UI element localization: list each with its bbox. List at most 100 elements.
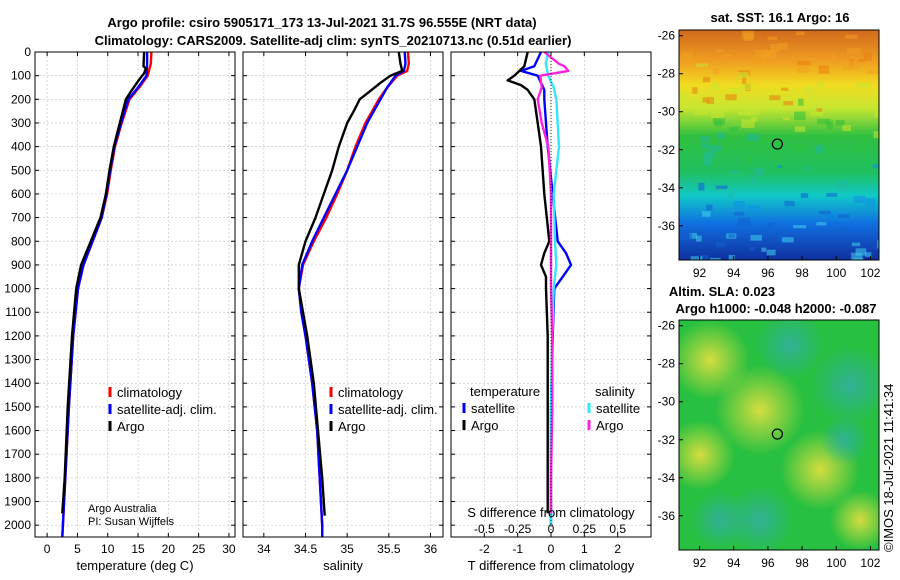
x-tick-label: 1	[581, 542, 588, 556]
map-x-tick-label: 98	[795, 556, 809, 570]
x-tick-label: 35.5	[377, 542, 401, 556]
y-tick-label: 500	[11, 163, 31, 177]
sst-texture-cell	[854, 146, 865, 152]
x-tick-label: 0	[548, 542, 555, 556]
sst-texture-cell	[830, 53, 836, 60]
y-tick-label: 1600	[4, 424, 31, 438]
sst-texture-cell	[689, 232, 698, 239]
imos-watermark: ©IMOS 18-Jul-2021 11:41:34	[881, 384, 896, 552]
x-tick-label: 36	[424, 542, 438, 556]
x-tick-label: -2	[479, 542, 490, 556]
sst-texture-cell	[873, 131, 879, 139]
sla-map: Altim. SLA: 0.023 Argo h1000: -0.048 h20…	[658, 284, 881, 570]
s-tick-label: 0	[548, 522, 555, 536]
legend-label: climatology	[338, 385, 404, 400]
legend-label: satellite-adj. clim.	[338, 402, 438, 417]
map-x-tick-label: 98	[795, 266, 809, 280]
map-y-tick-label: -26	[658, 29, 676, 43]
y-tick-label: 800	[11, 234, 31, 248]
sst-texture-cell	[767, 36, 778, 40]
sst-texture-cell	[746, 133, 760, 142]
sst-texture-cell	[803, 67, 809, 74]
sst-texture-cell	[765, 50, 777, 60]
series-t-argo	[506, 51, 551, 514]
sst-map: sat. SST: 16.1 Argo: 16 92 94 96 98 100 102 -2…	[658, 10, 881, 280]
sst-texture-cell	[805, 85, 814, 94]
s-tick-label: -0.5	[474, 522, 495, 536]
sst-texture-cell	[743, 157, 752, 162]
y-tick-label: 2000	[4, 518, 31, 532]
sst-texture-cell	[710, 84, 721, 90]
sst-texture-cell	[826, 120, 834, 130]
x-tick-label: 35	[340, 542, 354, 556]
sst-texture-cell	[754, 168, 764, 177]
sst-texture-cell	[784, 200, 795, 207]
legend-label: satellite-adj. clim.	[117, 402, 217, 417]
credit-line2: PI: Susan Wijffels	[88, 516, 174, 528]
y-tick-label: 1300	[4, 353, 31, 367]
y-tick-label: 0	[24, 45, 31, 59]
sst-texture-cell	[766, 249, 776, 256]
sst-texture-cell	[698, 255, 709, 260]
y-tick-label: 1400	[4, 376, 31, 390]
sst-texture-cell	[737, 72, 749, 79]
sst-texture-cell	[740, 83, 754, 91]
sst-texture-cell	[853, 195, 866, 204]
sst-texture-cell	[691, 101, 702, 107]
figure-title-line1: Argo profile: csiro 5905171_173 13-Jul-2…	[107, 15, 536, 30]
map-y-tick-label: -28	[658, 357, 676, 371]
sst-texture-cell	[696, 235, 702, 242]
sst-texture-cell	[863, 52, 872, 61]
sla-map-texture	[679, 320, 879, 550]
legend-salinity-title: salinity	[595, 384, 635, 399]
sst-texture-cell	[771, 154, 778, 161]
y-tick-label: 200	[11, 92, 31, 106]
sla-texture-blob	[830, 490, 879, 550]
map-x-tick-label: 102	[860, 266, 880, 280]
map-y-tick-label: -36	[658, 219, 676, 233]
sst-texture-cell	[723, 54, 732, 58]
s-tick-label: -0.25	[504, 522, 532, 536]
sla-map-axes: 92 94 96 98 100 102 -26 -28 -30 -32 -34 -36	[658, 319, 881, 570]
sst-texture-cell	[865, 198, 876, 208]
sst-texture-cell	[681, 51, 694, 60]
sst-texture-cell	[690, 256, 703, 260]
sst-texture-cell	[716, 132, 726, 139]
sst-texture-cell	[747, 109, 760, 116]
sst-texture-cell	[679, 231, 693, 241]
x-tick-label: 30	[222, 542, 236, 556]
series-climatology	[297, 51, 410, 537]
x-axis-label: salinity	[323, 558, 363, 573]
x-axis-label: T difference from climatology	[468, 558, 635, 573]
sst-texture-cell	[750, 177, 756, 186]
y-tick-label: 900	[11, 258, 31, 272]
panel-difference: -2 -1 0 1 2 T difference from climatology temp…	[450, 51, 652, 573]
sst-texture-cell	[836, 180, 848, 189]
y-tick-label: 1200	[4, 329, 31, 343]
sst-texture-cell	[692, 87, 698, 94]
legend-label: Argo	[471, 418, 498, 433]
sst-texture-cell	[856, 82, 870, 89]
sst-texture-cell	[728, 255, 736, 260]
map-x-tick-label: 96	[761, 266, 775, 280]
x-tick-label: 2	[614, 542, 621, 556]
sla-texture-blob	[679, 420, 735, 490]
panel-frame	[34, 51, 236, 538]
sst-texture-cell	[848, 60, 861, 69]
sst-texture-cell	[766, 222, 774, 228]
map-y-tick-label: -32	[658, 433, 676, 447]
s-tick-label: 0.25	[573, 522, 597, 536]
panel-frame	[242, 51, 444, 538]
sst-texture-cell	[816, 222, 827, 226]
credit-line1: Argo Australia	[88, 503, 157, 515]
sst-texture-cell	[683, 259, 690, 260]
sst-texture-cell	[814, 138, 820, 146]
sst-texture-cell	[782, 117, 790, 121]
sst-texture-cell	[816, 108, 823, 112]
map-x-tick-label: 94	[727, 266, 741, 280]
map-x-tick-label: 92	[693, 556, 707, 570]
y-tick-label: 1000	[4, 282, 31, 296]
sst-texture-cell	[703, 151, 717, 159]
map-y-tick-label: -32	[658, 143, 676, 157]
